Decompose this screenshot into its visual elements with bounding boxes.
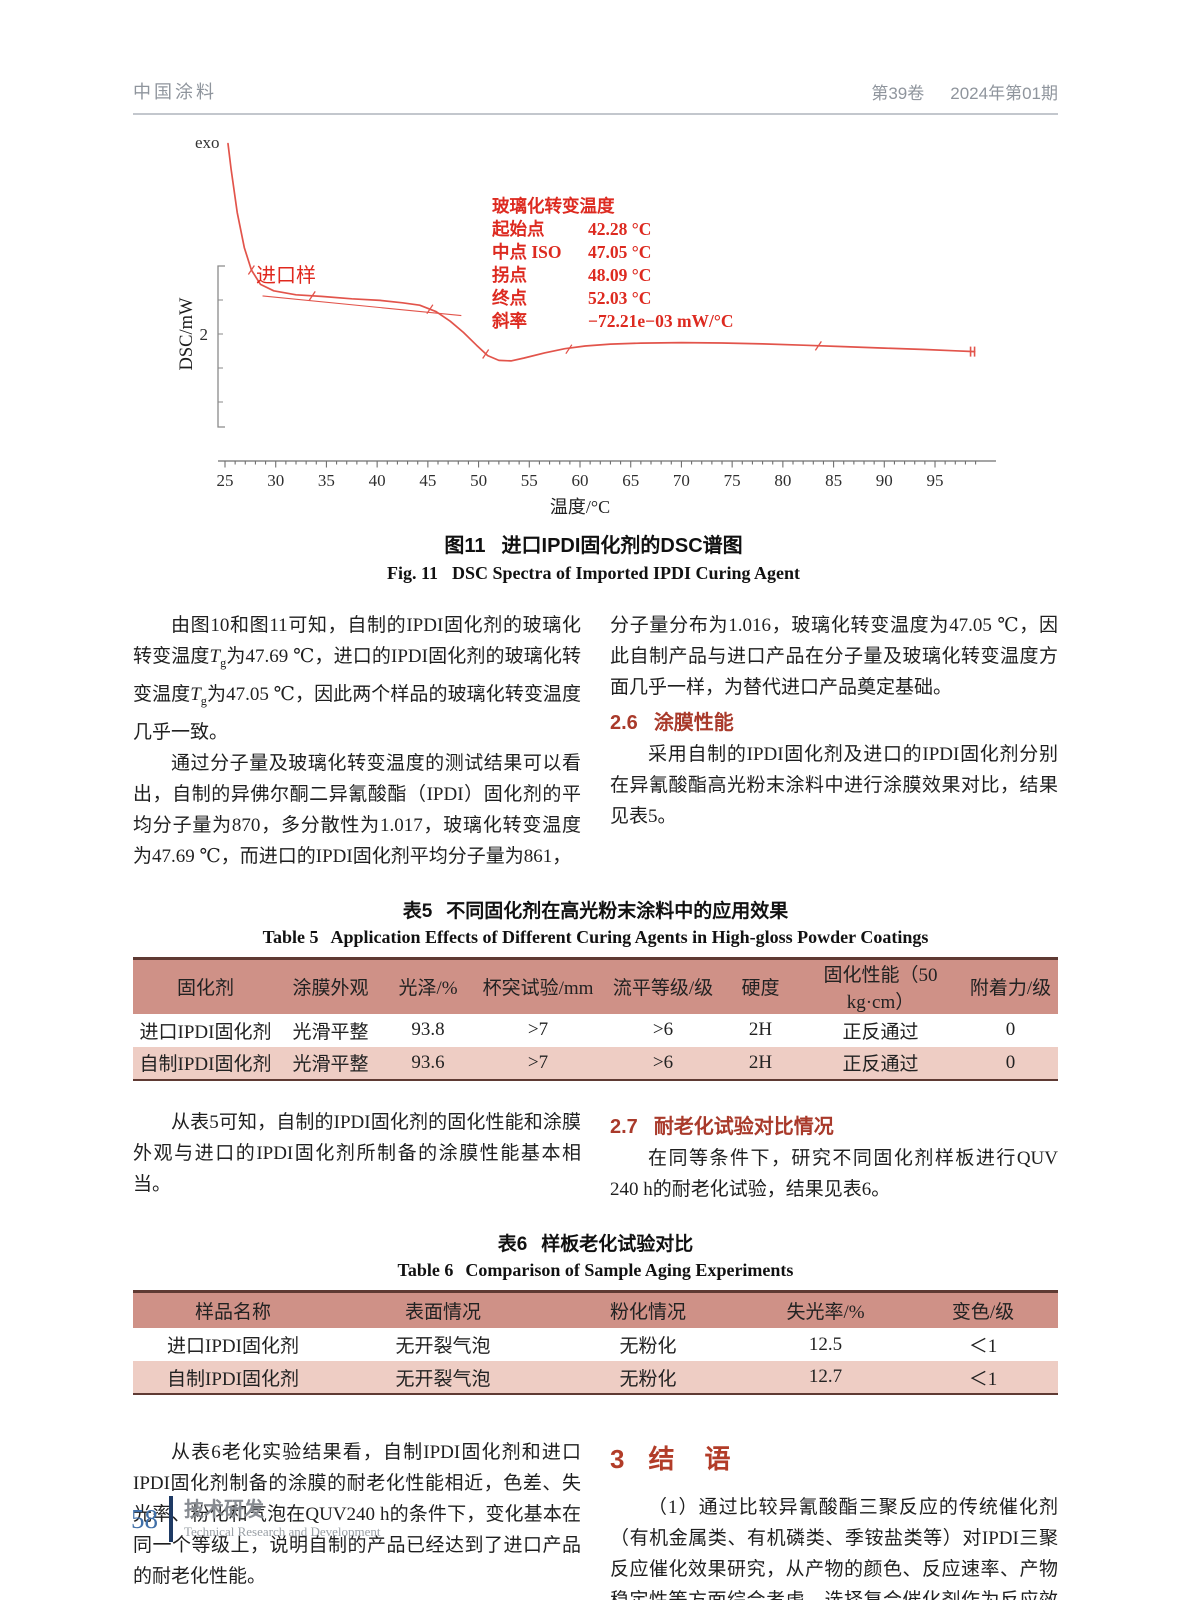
volume-issue: 第39卷 2024年第01期 (871, 79, 1058, 104)
left-column: 从表6老化实验结果看，自制IPDI固化剂和进口IPDI固化剂制备的涂膜的耐老化性… (133, 1437, 581, 1600)
figure-caption-en: Fig. 11 DSC Spectra of Imported IPDI Curi… (386, 563, 800, 583)
table6-block: 表6 样板老化试验对比 Table 6 Comparison of Sample A… (133, 1229, 1058, 1396)
svg-text:75: 75 (724, 471, 741, 490)
table6-header-row: 样品名称 表面情况 粉化情况 失光率/% 变色/级 (133, 1291, 1058, 1329)
journal-name: 中国涂料 (133, 82, 217, 102)
table-row: 进口IPDI固化剂 光滑平整 93.8 >7 >6 2H 正反通过 0 (139, 1019, 1016, 1043)
footer-divider-bar (169, 1496, 173, 1542)
paragraph: 由图10和图11可知，自制的IPDI固化剂的玻璃化转变温度Tg为47.69 ℃，… (133, 615, 581, 743)
svg-text:95: 95 (927, 471, 944, 490)
table-row: 自制IPDI固化剂 无开裂气泡 无粉化 12.7 ＜1 (133, 1361, 1058, 1395)
table6: 样品名称 表面情况 粉化情况 失光率/% 变色/级 进口IPDI固化剂 无开裂气… (133, 1289, 1058, 1396)
svg-text:55: 55 (521, 471, 538, 490)
svg-text:30: 30 (267, 471, 284, 490)
page-number: 58 (131, 1503, 158, 1534)
svg-text:25: 25 (217, 471, 234, 490)
table-row: 进口IPDI固化剂 无开裂气泡 无粉化 12.5 ＜1 (167, 1333, 998, 1358)
x-axis-title: 温度/°C (549, 497, 611, 517)
svg-text:65: 65 (622, 471, 639, 490)
annotation-row: 斜率 −72.21e−03 mW/°C (492, 311, 734, 331)
table5-header-row: 固化剂 涂膜外观 光泽/% 杯突试验/mm 流平等级/级 硬度 固化性能（50 … (133, 958, 1058, 1014)
paragraph: （1）通过比较异氰酸酯三聚反应的传统催化剂（有机金属类、有机磷类、季铵盐类等）对… (610, 1497, 1058, 1600)
svg-text:45: 45 (419, 471, 436, 490)
svg-text:DSC/mW: DSC/mW (177, 297, 197, 371)
table6-title-cn: 表6 样板老化试验对比 (497, 1233, 694, 1255)
section-heading-2-6: 2.6 涂膜性能 (610, 712, 734, 734)
right-column: 2.7 耐老化试验对比情况 在同等条件下，研究不同固化剂样板进行QUV 240 h… (610, 1107, 1058, 1205)
svg-text:70: 70 (673, 471, 690, 490)
annotation-row: 终点 52.03 °C (492, 288, 652, 308)
svg-text:60: 60 (572, 471, 589, 490)
body-columns-3: 从表6老化实验结果看，自制IPDI固化剂和进口IPDI固化剂制备的涂膜的耐老化性… (133, 1437, 1058, 1600)
issue-label: 2024年第01期 (950, 84, 1058, 103)
paragraph: 从表6老化实验结果看，自制IPDI固化剂和进口IPDI固化剂制备的涂膜的耐老化性… (133, 1442, 581, 1588)
table5: 固化剂 涂膜外观 光泽/% 杯突试验/mm 流平等级/级 硬度 固化性能（50 … (133, 956, 1058, 1081)
dsc-chart-figure: 25 30 35 40 45 50 55 60 65 70 75 80 85 90 95 2 DSC/mW ex… (140, 129, 1020, 491)
footer-section: 技术研发 Technical Research and Development (184, 1499, 381, 1540)
svg-text:2: 2 (200, 325, 209, 344)
body-columns-2: 从表5可知，自制的IPDI固化剂的固化性能和涂膜外观与进口的IPDI固化剂所制备… (133, 1107, 1058, 1205)
exo-axis-direction-label: exo (195, 133, 220, 152)
series-label-imported-sample: 进口样 (256, 265, 316, 287)
paragraph: 通过分子量及玻璃化转变温度的测试结果可以看出，自制的异佛尔酮二异氰酸酯（IPDI… (133, 752, 581, 867)
footer-section-en: Technical Research and Development (184, 1523, 381, 1539)
table5-title-en: Table 5 Application Effects of Different … (262, 926, 929, 947)
table5-title-cn: 表5 不同固化剂在高光粉末涂料中的应用效果 (402, 900, 789, 922)
annotation-title: 玻璃化转变温度 (492, 196, 615, 216)
table-row: 自制IPDI固化剂 光滑平整 93.6 >7 >6 2H 正反通过 0 (133, 1046, 1058, 1080)
annotation-row: 中点 ISO 47.05 °C (492, 242, 652, 262)
volume-label: 第39卷 (871, 84, 925, 103)
svg-text:50: 50 (470, 471, 487, 490)
svg-text:80: 80 (774, 471, 791, 490)
body-columns-1: 由图10和图11可知，自制的IPDI固化剂的玻璃化转变温度Tg为47.69 ℃，… (133, 610, 1058, 872)
page-footer: 58 技术研发 Technical Research and Developme… (131, 1496, 381, 1542)
svg-text:90: 90 (876, 471, 893, 490)
svg-text:85: 85 (825, 471, 842, 490)
paragraph: 采用自制的IPDI固化剂及进口的IPDI固化剂分别在异氰酸酯高光粉末涂料中进行涂… (610, 744, 1058, 827)
left-column: 从表5可知，自制的IPDI固化剂的固化性能和涂膜外观与进口的IPDI固化剂所制备… (133, 1107, 581, 1205)
paragraph: 在同等条件下，研究不同固化剂样板进行QUV 240 h的耐老化试验，结果见表6。 (610, 1147, 1058, 1200)
footer-section-cn: 技术研发 (184, 1498, 264, 1521)
paragraph: 分子量分布为1.016，玻璃化转变温度为47.05 ℃，因此自制产品与进口产品在… (610, 615, 1058, 698)
figure-caption-cn: 图11 进口IPDI固化剂的DSC谱图 (444, 535, 743, 557)
svg-text:40: 40 (369, 471, 386, 490)
page-header: 中国涂料 第39卷 2024年第01期 (133, 78, 1058, 115)
glass-transition-annotation: 玻璃化转变温度 起始点 42.28 °C 中点 ISO 47.05 °C 拐点 … (492, 195, 734, 333)
table5-block: 表5 不同固化剂在高光粉末涂料中的应用效果 Table 5 Application … (133, 896, 1058, 1081)
annotation-row: 起始点 42.28 °C (492, 219, 652, 239)
left-column: 由图10和图11可知，自制的IPDI固化剂的玻璃化转变温度Tg为47.69 ℃，… (133, 610, 581, 872)
paragraph: 从表5可知，自制的IPDI固化剂的固化性能和涂膜外观与进口的IPDI固化剂所制备… (133, 1111, 581, 1195)
annotation-row: 拐点 48.09 °C (492, 265, 652, 285)
svg-text:35: 35 (318, 471, 335, 490)
section-heading-2-7: 2.7 耐老化试验对比情况 (610, 1115, 834, 1138)
table6-title-en: Table 6 Comparison of Sample Aging Experi… (397, 1259, 794, 1280)
right-column: 分子量分布为1.016，玻璃化转变温度为47.05 ℃，因此自制产品与进口产品在… (610, 610, 1058, 872)
